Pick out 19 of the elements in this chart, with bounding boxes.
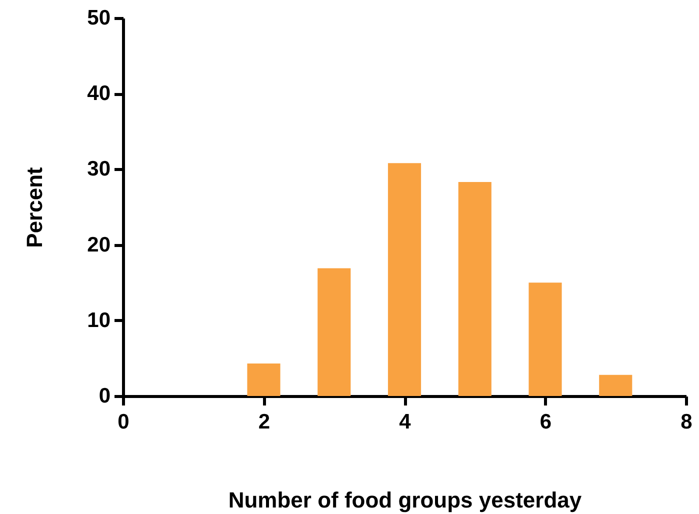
x-tick-label: 2: [258, 410, 270, 434]
y-tick-label: 30: [87, 158, 110, 181]
x-tick-label: 6: [540, 410, 552, 434]
y-tick-label: 40: [87, 82, 110, 106]
y-tick-label: 10: [87, 308, 110, 332]
bar: [247, 363, 280, 396]
bar: [318, 268, 351, 396]
x-tick-label: 4: [399, 410, 412, 434]
y-tick-label: 0: [98, 384, 110, 408]
bar: [458, 182, 492, 396]
bar: [388, 163, 422, 396]
y-tick-label: 50: [87, 6, 110, 30]
x-tick-label: 8: [680, 410, 693, 434]
x-tick-label: 0: [118, 410, 130, 434]
y-axis-title: Percent: [22, 166, 48, 248]
bar: [528, 282, 562, 396]
bar: [599, 374, 632, 396]
y-tick-label: 20: [87, 233, 110, 256]
x-axis-title: Number of food groups yesterday: [228, 488, 582, 512]
